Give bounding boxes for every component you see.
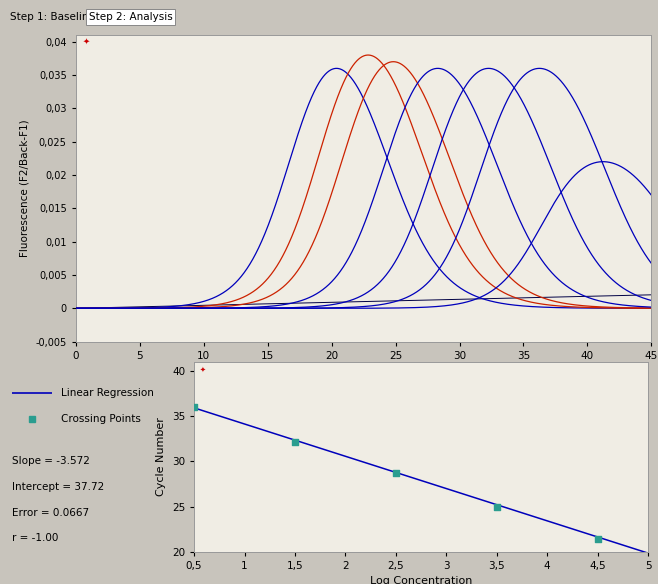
Text: ✦: ✦ <box>200 367 206 373</box>
Text: Intercept = 37.72: Intercept = 37.72 <box>12 482 104 492</box>
Y-axis label: Cycle Number: Cycle Number <box>157 418 166 496</box>
Text: Step 1: Baseline: Step 1: Baseline <box>10 12 95 22</box>
Y-axis label: Fluorescence (F2/Back-F1): Fluorescence (F2/Back-F1) <box>20 120 30 257</box>
Point <box>492 502 502 512</box>
Text: Error = 0.0667: Error = 0.0667 <box>12 507 89 517</box>
Text: Linear Regression: Linear Regression <box>61 388 154 398</box>
X-axis label: Log Concentration: Log Concentration <box>370 576 472 584</box>
Text: Step 2: Analysis: Step 2: Analysis <box>89 12 172 22</box>
Text: ✦: ✦ <box>83 37 89 46</box>
X-axis label: Cycle Number: Cycle Number <box>324 366 403 376</box>
Point <box>290 437 300 446</box>
Point <box>592 534 603 544</box>
Text: Slope = -3.572: Slope = -3.572 <box>12 457 90 467</box>
Text: Crossing Points: Crossing Points <box>61 414 141 424</box>
Text: r = -1.00: r = -1.00 <box>12 533 59 543</box>
Point <box>391 468 401 478</box>
Point <box>189 402 199 412</box>
